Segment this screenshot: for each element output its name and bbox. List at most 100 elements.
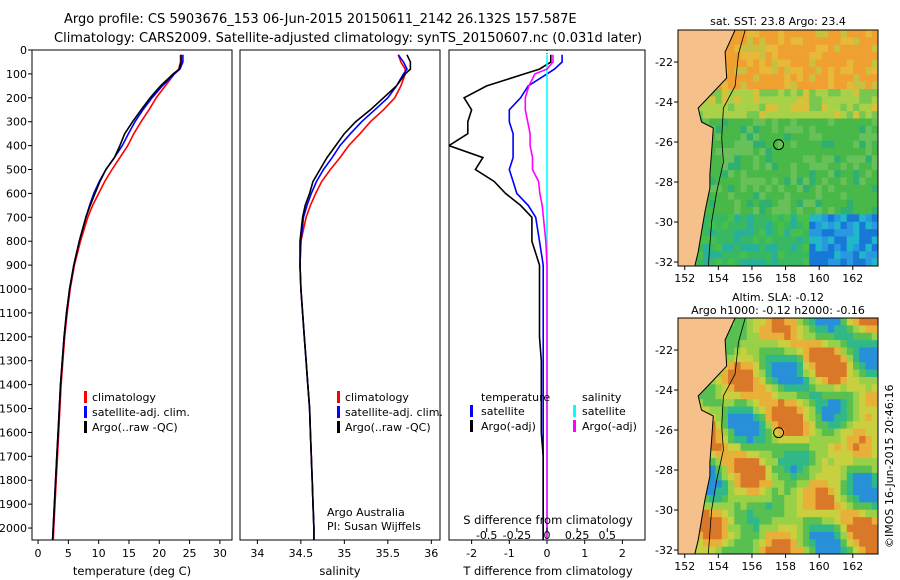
map-cell: [815, 103, 823, 112]
map-cell: [728, 111, 735, 119]
map-cell: [871, 125, 878, 134]
map-cell: [778, 251, 785, 259]
map-cell: [734, 192, 741, 200]
x-tick-label: 34: [250, 547, 264, 560]
map-cell: [803, 318, 810, 326]
map-cell: [796, 465, 804, 474]
map-cell: [734, 125, 741, 134]
map-cell: [709, 103, 716, 112]
map-cell: [859, 66, 866, 75]
map-y-tick-label: -28: [655, 464, 673, 477]
map-cell: [771, 450, 779, 459]
map-cell: [796, 155, 804, 164]
map-cell: [765, 369, 773, 378]
map-cell: [790, 340, 798, 348]
map-cell: [809, 236, 816, 245]
map-cell: [834, 362, 841, 370]
map-cell: [721, 458, 729, 466]
map-cell: [809, 377, 816, 385]
map-cell: [809, 221, 816, 230]
map-cell: [803, 391, 810, 400]
map-cell: [871, 340, 878, 348]
map-cell: [853, 384, 860, 393]
map-cell: [853, 399, 860, 407]
map-cell: [771, 524, 779, 533]
map-cell: [715, 214, 723, 223]
map-cell: [728, 221, 735, 230]
map-cell: [828, 495, 835, 503]
map-cell: [778, 325, 785, 334]
map-cell: [853, 170, 860, 178]
map-cell: [740, 539, 748, 547]
map-cell: [828, 384, 835, 393]
map-cell: [853, 74, 860, 82]
map-cell: [790, 170, 798, 178]
map-cell: [753, 59, 760, 68]
map-cell: [803, 118, 810, 127]
map-cell: [784, 325, 791, 334]
map-cell: [728, 362, 735, 370]
map-cell: [721, 140, 729, 149]
map-cell: [859, 236, 866, 245]
map-cell: [759, 413, 766, 422]
map-cell: [871, 531, 878, 540]
legend-label-argo: Argo(..raw -QC): [92, 421, 178, 434]
map-cell: [784, 480, 791, 488]
map-cell: [846, 52, 854, 60]
profile-axes: 0 5 10 15 20 25 300100200300400500600700800900…: [0, 44, 626, 560]
map-cell: [709, 465, 716, 474]
map-cell: [809, 472, 816, 481]
map-cell: [834, 421, 841, 429]
map-cell: [703, 251, 710, 259]
map-cell: [746, 170, 754, 178]
map-cell: [815, 502, 823, 511]
map-cell: [834, 443, 841, 452]
map-cell: [709, 524, 716, 533]
map-cell: [815, 207, 823, 215]
map-cell: [796, 421, 804, 429]
map-cell: [734, 531, 741, 540]
map-cell: [840, 436, 848, 444]
map-cell: [734, 184, 741, 193]
map-cell: [703, 214, 710, 223]
map-cell: [853, 472, 860, 481]
map-cell: [740, 472, 748, 481]
map-cell: [840, 155, 848, 164]
map-cell: [721, 251, 729, 259]
map-cell: [728, 184, 735, 193]
map-cell: [709, 539, 716, 547]
difference-xlabel-bottom: T difference from climatology: [462, 564, 633, 578]
map-cell: [746, 391, 754, 400]
map-cell: [846, 377, 854, 385]
map-cell: [790, 472, 798, 481]
x-tick-label: 2: [619, 547, 626, 560]
map-cell: [771, 531, 779, 540]
map-cell: [846, 258, 854, 266]
map-cell: [771, 96, 779, 105]
map-y-tick-label: -22: [655, 56, 673, 69]
map-cell: [815, 531, 823, 540]
map-cell: [784, 362, 791, 370]
map-cell: [871, 66, 878, 75]
map-cell: [840, 251, 848, 259]
map-cell: [765, 487, 773, 496]
map-cell: [728, 251, 735, 259]
map-cell: [721, 177, 729, 186]
map-cell: [709, 162, 716, 171]
map-cell: [859, 465, 866, 474]
map-cell: [828, 52, 835, 60]
map-cell: [871, 184, 878, 193]
map-cell: [790, 347, 798, 356]
map-cell: [871, 103, 878, 112]
map-cell: [728, 118, 735, 127]
map-cell: [790, 44, 798, 53]
map-cell: [859, 421, 866, 429]
map-cell: [728, 472, 735, 481]
map-cell: [840, 81, 848, 90]
map-cell: [803, 44, 810, 53]
map-cell: [859, 325, 866, 334]
map-cell: [746, 177, 754, 186]
map-cell: [815, 162, 823, 171]
map-cell: [771, 30, 779, 38]
map-cell: [828, 443, 835, 452]
